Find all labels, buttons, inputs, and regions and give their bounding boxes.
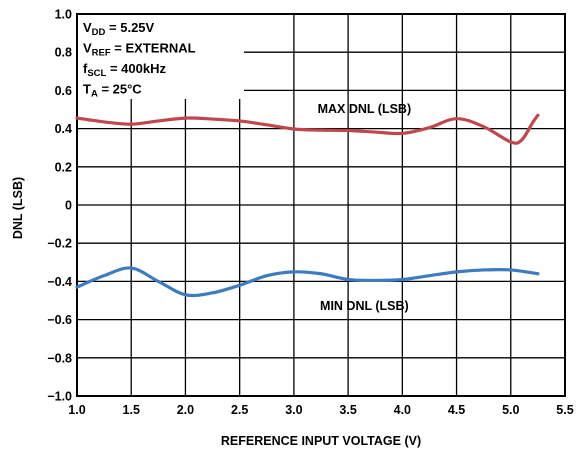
series-labels: MAX DNL (LSB) MIN DNL (LSB) (318, 102, 412, 313)
tick-labels: 1.0 1.5 2.0 2.5 3.0 3.5 4.0 4.5 5.0 5.5 1.0 0.8 0.6 0… (47, 8, 573, 418)
condition-subscript: A (91, 89, 98, 100)
condition-value: = 25°C (98, 82, 142, 97)
y-tick-label: −0.4 (47, 275, 72, 289)
y-tick-label: 0 (65, 199, 72, 213)
condition-line: VDD = 5.25V (83, 20, 155, 38)
x-tick-label: 3.5 (339, 403, 356, 417)
condition-line: TA = 25°C (83, 82, 142, 100)
y-tick-label: −0.8 (47, 351, 72, 365)
x-tick-label: 1.0 (68, 403, 85, 417)
x-tick-label: 2.0 (177, 403, 194, 417)
condition-symbol: f (83, 61, 88, 76)
max-dnl-lsb-line (75, 113, 540, 145)
condition-value: = 400kHz (106, 61, 166, 76)
y-tick-label: 1.0 (55, 8, 72, 22)
x-tick-label: 5.0 (502, 403, 519, 417)
condition-symbol: T (83, 82, 91, 97)
y-tick-label: 0.4 (55, 122, 72, 136)
min-dnl-lsb-label: MIN DNL (LSB) (320, 299, 409, 313)
condition-value: = EXTERNAL (111, 41, 196, 56)
x-tick-label: 4.0 (394, 403, 411, 417)
condition-subscript: SCL (87, 68, 106, 79)
y-tick-label: −0.2 (47, 237, 72, 251)
y-tick-label: −0.6 (47, 313, 72, 327)
x-tick-label: 4.5 (448, 403, 465, 417)
condition-line: VREF = EXTERNAL (83, 41, 196, 59)
condition-subscript: DD (92, 27, 106, 38)
y-tick-label: 0.6 (55, 84, 72, 98)
x-tick-label: 5.5 (556, 403, 573, 417)
conditions-box (78, 15, 244, 99)
condition-line: fSCL = 400kHz (83, 61, 166, 79)
condition-subscript: REF (92, 48, 111, 59)
y-axis-title: DNL (LSB) (11, 177, 25, 239)
condition-value: = 5.25V (105, 20, 154, 35)
min-dnl-lsb-line (75, 266, 540, 298)
x-tick-label: 1.5 (123, 403, 140, 417)
plot-frame (76, 13, 566, 397)
condition-symbol: V (83, 41, 92, 56)
x-tick-label: 3.0 (285, 403, 302, 417)
y-tick-label: 0.2 (55, 160, 72, 174)
x-axis-title: REFERENCE INPUT VOLTAGE (V) (221, 434, 421, 448)
x-tick-label: 2.5 (231, 403, 248, 417)
series-lines (75, 113, 540, 298)
max-dnl-lsb-label: MAX DNL (LSB) (318, 102, 412, 116)
y-tick-label: 0.8 (55, 46, 72, 60)
condition-symbol: V (83, 20, 92, 35)
y-tick-label: −1.0 (47, 390, 72, 404)
